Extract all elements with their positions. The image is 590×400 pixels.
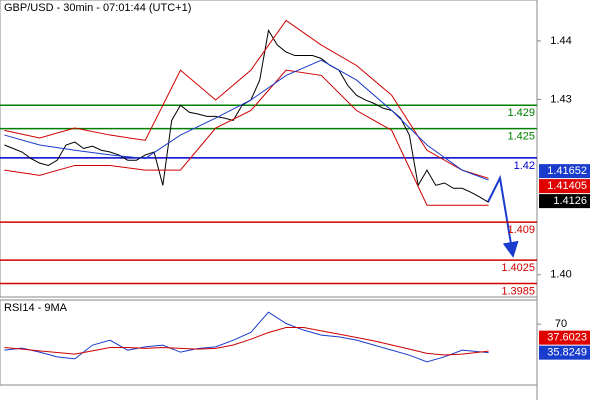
chart-title: GBP/USD - 30min - 07:01:44 (UTC+1) <box>4 2 191 14</box>
level-label: 1.425 <box>507 131 535 143</box>
series-line <box>4 29 489 203</box>
level-label: 1.409 <box>507 224 535 236</box>
level-label: 1.42 <box>514 160 535 172</box>
price-tag-label: 35.8249 <box>547 347 587 359</box>
series-line <box>4 69 489 206</box>
price-tag <box>539 194 590 209</box>
price-tag <box>539 330 590 345</box>
price-tag-label: 1.41405 <box>547 180 587 192</box>
price-tag <box>539 179 590 194</box>
series-line <box>4 311 489 363</box>
price-tag <box>539 164 590 179</box>
level-label: 1.4025 <box>501 262 535 274</box>
series-line <box>4 327 489 356</box>
y-tick-label: 1.40 <box>550 269 571 281</box>
price-tag-label: 37.6023 <box>547 332 587 344</box>
forecast-arrow <box>487 174 519 258</box>
level-label: 1.3985 <box>501 285 535 297</box>
level-label: 1.429 <box>507 107 535 119</box>
series-line <box>4 59 489 181</box>
y-tick-label: 1.44 <box>550 35 571 47</box>
y-tick-label: 70 <box>555 318 567 330</box>
y-tick-label: 1.43 <box>550 93 571 105</box>
series-line <box>4 19 489 179</box>
rsi-title: RSI14 - 9MA <box>4 302 68 314</box>
price-tag-label: 1.41652 <box>547 165 587 177</box>
price-tag <box>539 345 590 360</box>
price-tag-label: 1.4126 <box>553 195 587 207</box>
